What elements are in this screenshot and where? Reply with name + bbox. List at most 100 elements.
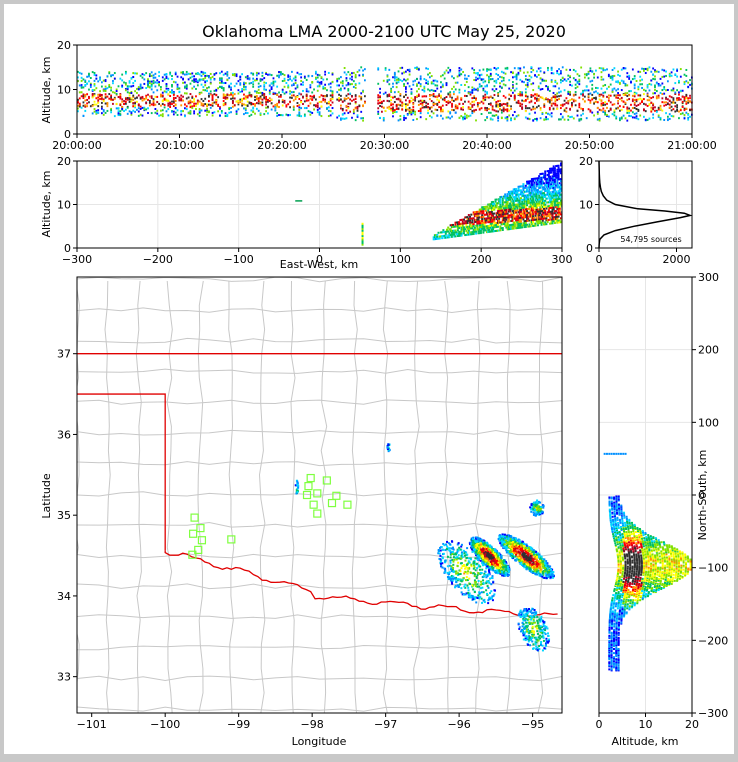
source-mark: [497, 93, 500, 96]
source-mark: [648, 96, 651, 99]
source-mark: [527, 182, 530, 185]
source-mark: [390, 89, 393, 92]
source-mark: [515, 78, 518, 81]
source-mark: [222, 104, 225, 107]
source-mark: [489, 207, 492, 210]
source-mark: [551, 196, 554, 199]
source-mark: [498, 219, 501, 222]
source-mark: [685, 100, 688, 103]
source-mark: [661, 109, 664, 112]
source-mark: [501, 215, 504, 218]
source-mark: [492, 220, 495, 223]
source-mark: [222, 88, 225, 91]
source-mark: [676, 75, 679, 78]
source-mark: [534, 195, 537, 198]
source-mark: [471, 86, 474, 89]
source-mark: [511, 210, 514, 213]
source-mark: [252, 73, 255, 76]
source-mark: [384, 109, 387, 112]
source-mark: [559, 104, 562, 107]
source-mark: [483, 221, 486, 224]
source-mark: [551, 192, 554, 195]
source-mark: [165, 110, 168, 113]
source-mark: [95, 109, 98, 112]
source-mark: [518, 209, 521, 212]
source-mark: [587, 70, 590, 73]
source-mark: [478, 220, 481, 223]
source-mark: [552, 181, 555, 184]
source-mark: [291, 94, 293, 97]
source-mark: [361, 231, 364, 234]
source-mark: [408, 85, 411, 88]
source-mark: [106, 95, 109, 98]
source-mark: [104, 111, 107, 114]
source-mark: [93, 108, 96, 111]
source-mark: [237, 102, 240, 105]
source-mark: [518, 216, 521, 219]
source-mark: [461, 224, 464, 227]
source-mark: [243, 88, 245, 91]
source-mark: [685, 80, 688, 83]
source-mark: [484, 108, 487, 111]
source-mark: [654, 88, 656, 91]
source-mark: [506, 198, 509, 201]
source-mark: [354, 83, 357, 86]
source-mark: [158, 114, 160, 117]
source-mark: [393, 101, 396, 104]
source-mark: [505, 226, 508, 229]
source-mark: [300, 79, 303, 82]
source-mark: [543, 103, 546, 106]
source-mark: [508, 109, 511, 112]
source-mark: [219, 77, 221, 80]
source-mark: [471, 89, 474, 92]
source-mark: [553, 200, 556, 203]
source-mark: [475, 79, 477, 82]
source-mark: [432, 236, 435, 239]
source-mark: [507, 208, 510, 211]
source-mark: [294, 76, 297, 79]
source-mark: [241, 90, 244, 93]
source-mark: [617, 96, 619, 99]
source-mark: [558, 193, 561, 196]
source-mark: [483, 563, 486, 566]
source-mark: [482, 215, 485, 218]
source-mark: [532, 177, 535, 180]
source-mark: [524, 210, 527, 213]
source-mark: [633, 91, 636, 94]
source-mark: [470, 221, 473, 224]
source-mark: [117, 107, 120, 110]
source-mark: [476, 226, 479, 229]
source-mark: [226, 74, 229, 77]
source-mark: [530, 191, 533, 194]
source-mark: [97, 101, 100, 104]
source-mark: [523, 202, 526, 205]
source-mark: [549, 179, 552, 182]
source-mark: [574, 99, 577, 102]
source-mark: [104, 89, 107, 92]
source-mark: [476, 103, 479, 106]
source-mark: [419, 110, 422, 113]
source-mark: [481, 218, 484, 221]
source-mark: [487, 211, 490, 214]
source-mark: [430, 106, 433, 109]
source-mark: [595, 86, 597, 89]
source-mark: [455, 225, 458, 228]
source-mark: [466, 233, 469, 236]
source-mark: [414, 66, 417, 69]
source-mark: [331, 72, 334, 75]
source-mark: [224, 103, 227, 106]
source-mark: [595, 69, 597, 72]
source-mark: [631, 68, 634, 71]
xtick-label: 20:00:00: [52, 139, 101, 152]
source-mark: [501, 227, 504, 230]
source-mark: [530, 189, 533, 192]
source-mark: [104, 95, 107, 98]
source-mark: [233, 93, 236, 96]
source-mark: [300, 107, 303, 110]
source-mark: [663, 86, 666, 89]
source-mark: [143, 78, 146, 81]
source-mark: [543, 176, 546, 179]
source-mark: [268, 84, 271, 87]
source-mark: [543, 79, 546, 82]
source-mark: [506, 206, 509, 209]
